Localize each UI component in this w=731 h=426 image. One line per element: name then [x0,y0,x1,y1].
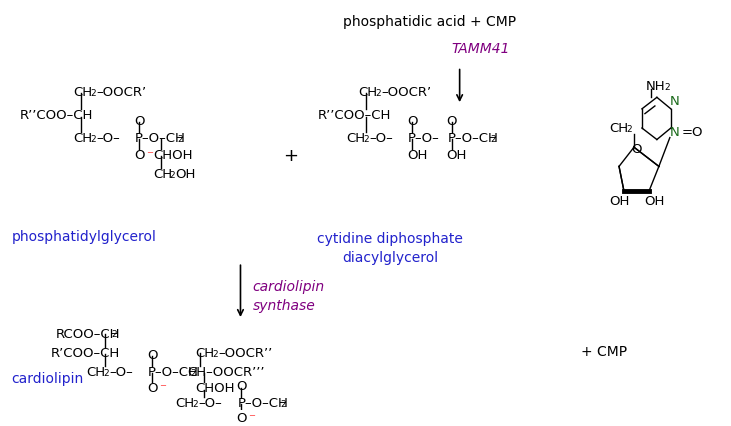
Text: O: O [134,115,145,128]
Text: cytidine diphosphate: cytidine diphosphate [317,232,463,246]
Text: 2: 2 [664,83,670,92]
Text: cardiolipin: cardiolipin [252,279,325,294]
Text: –OOCR’: –OOCR’ [381,86,431,99]
Text: –O–: –O– [96,132,120,145]
Text: ⁻: ⁻ [249,412,255,425]
Text: 2: 2 [363,135,368,144]
Text: 2: 2 [111,331,117,340]
Text: +: + [284,147,298,165]
Text: 2: 2 [213,350,219,359]
Text: O: O [237,380,247,393]
Text: OH: OH [644,195,664,208]
Text: 2: 2 [375,89,381,98]
Text: 2: 2 [191,369,197,378]
Text: P–O–: P–O– [408,132,439,145]
Text: O: O [134,149,145,162]
Text: –O–: –O– [199,397,222,410]
Text: ⁻: ⁻ [146,149,153,162]
Text: 2: 2 [170,171,175,180]
Text: CH: CH [609,122,628,135]
Text: O: O [237,412,247,425]
Text: 2: 2 [90,89,96,98]
Text: P–O–CH: P–O–CH [135,132,186,145]
Text: 2: 2 [491,135,496,144]
Text: 2: 2 [90,135,96,144]
Text: O: O [147,348,157,362]
Text: –OOCR’: –OOCR’ [96,86,146,99]
Text: N: N [670,95,680,108]
Text: R’COO–CH: R’COO–CH [51,347,121,360]
Text: CH: CH [346,132,366,145]
Text: 2: 2 [626,125,632,134]
Text: OH: OH [175,168,196,181]
Text: CH: CH [73,132,92,145]
Text: CH: CH [73,86,92,99]
Text: R’’COO–CH: R’’COO–CH [318,109,392,122]
Text: CH: CH [196,347,215,360]
Text: OH: OH [609,195,629,208]
Text: 2: 2 [193,400,198,409]
Text: CH–OOCR’’’: CH–OOCR’’’ [188,366,265,379]
Text: 2: 2 [178,135,183,144]
Text: =O: =O [682,126,703,139]
Text: O: O [407,115,417,128]
Text: OH: OH [407,149,427,162]
Text: CH: CH [175,397,195,410]
Text: O: O [147,382,157,395]
Text: CHOH: CHOH [153,149,192,162]
Text: NH: NH [646,80,665,93]
Text: R’’COO–CH: R’’COO–CH [19,109,93,122]
Text: –O–: –O– [109,366,133,379]
Text: CH: CH [86,366,105,379]
Text: –O–: –O– [369,132,393,145]
Text: synthase: synthase [252,299,315,313]
Text: diacylglycerol: diacylglycerol [342,251,438,265]
Text: TAMM41: TAMM41 [452,42,510,56]
Text: phosphatidic acid + CMP: phosphatidic acid + CMP [343,15,516,29]
Text: cardiolipin: cardiolipin [12,372,83,386]
Text: 2: 2 [280,400,286,409]
Text: P–O–CH: P–O–CH [447,132,499,145]
Text: P–O–CH: P–O–CH [148,366,199,379]
Text: O: O [447,115,457,128]
Text: O: O [631,144,642,156]
Text: P–O–CH: P–O–CH [238,397,288,410]
Text: –OOCR’’: –OOCR’’ [219,347,273,360]
Text: CHOH: CHOH [196,382,235,395]
Text: N: N [670,126,680,139]
Text: phosphatidylglycerol: phosphatidylglycerol [12,230,156,244]
Text: + CMP: + CMP [581,345,627,359]
Text: 2: 2 [103,369,109,378]
Text: CH: CH [153,168,172,181]
Text: CH: CH [358,86,377,99]
Text: OH: OH [447,149,467,162]
Text: RCOO–CH: RCOO–CH [56,328,121,340]
Text: ⁻: ⁻ [159,382,166,395]
